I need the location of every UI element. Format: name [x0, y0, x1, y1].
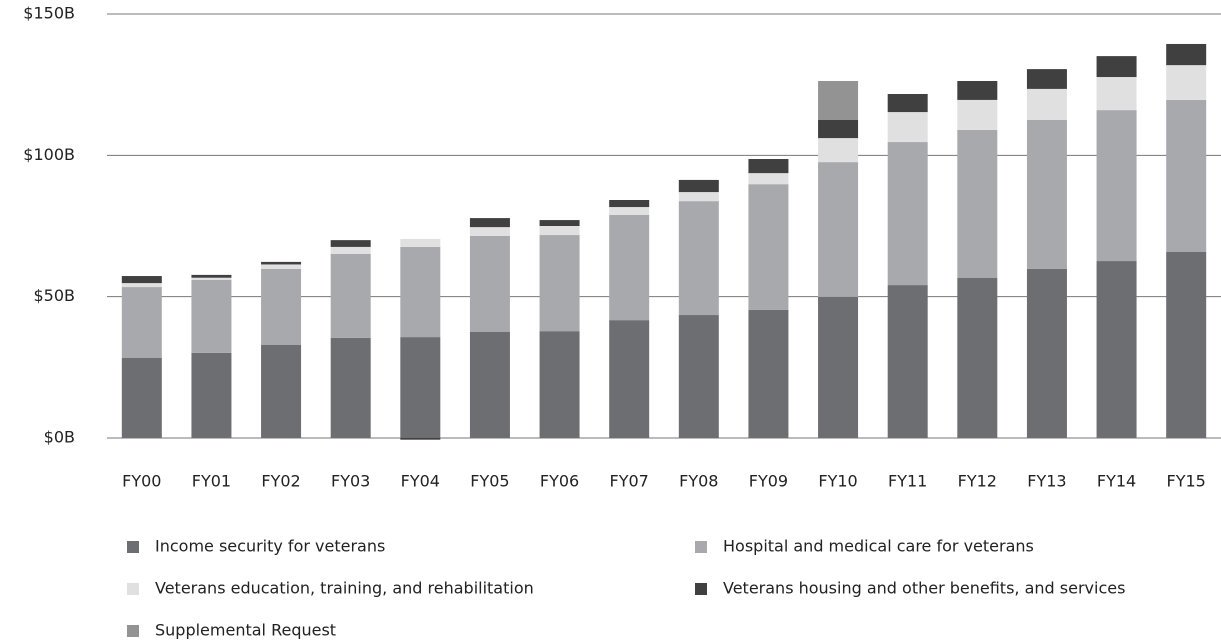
bar-segment [1026, 120, 1067, 269]
bar-segment [261, 261, 302, 265]
legend-label: Hospital and medical care for veterans [723, 537, 1034, 556]
legend-label: Supplemental Request [155, 621, 336, 640]
bar-segment [261, 264, 302, 269]
bar-segment [748, 309, 789, 438]
bar-segment [121, 276, 162, 284]
bar-segment [887, 93, 928, 113]
x-tick-label: FY04 [401, 472, 440, 491]
x-tick-label: FY01 [192, 472, 231, 491]
bar-segment [609, 199, 650, 208]
bar-segment [330, 246, 371, 254]
x-tick-label: FY09 [749, 472, 788, 491]
x-tick-label: FY13 [1027, 472, 1066, 491]
x-tick-label: FY02 [261, 472, 300, 491]
bar-segment [887, 285, 928, 438]
x-tick-label: FY11 [888, 472, 927, 491]
bar-segment [469, 332, 510, 438]
bar-segment [609, 207, 650, 215]
bar-segment [1096, 56, 1137, 78]
bar-segment [818, 162, 859, 297]
bar-segment [539, 331, 580, 438]
bar-segment [1026, 268, 1067, 438]
bar-segment [678, 192, 719, 202]
bar-segment [1096, 77, 1137, 111]
bar-segment [330, 240, 371, 247]
x-tick-label: FY08 [679, 472, 718, 491]
y-tick-label: $100B [23, 145, 75, 164]
bar-segment [400, 438, 441, 440]
x-tick-label: FY00 [122, 472, 161, 491]
legend-swatch [695, 541, 707, 553]
bar-segment [191, 274, 232, 278]
x-tick-label: FY03 [331, 472, 370, 491]
x-tick-label: FY06 [540, 472, 579, 491]
bar-segment [469, 218, 510, 228]
bar-segment [748, 173, 789, 185]
x-tick-label: FY05 [470, 472, 509, 491]
bar-segment [748, 159, 789, 174]
bar-segment [957, 278, 998, 438]
bar-segment [1166, 99, 1207, 253]
bar-segment [539, 220, 580, 226]
bar-segment [539, 235, 580, 332]
bar-segment [469, 235, 510, 332]
bar-segment [1166, 252, 1207, 438]
bar-segment [539, 226, 580, 236]
bar-segment [121, 283, 162, 288]
legend-swatch [127, 583, 139, 595]
bar-segment [400, 246, 441, 338]
bar-segment [121, 358, 162, 438]
legend-label: Veterans education, training, and rehabi… [155, 579, 534, 598]
bar-segment [400, 239, 441, 247]
bar-segment [609, 214, 650, 321]
bar-segment [261, 268, 302, 346]
bar-segment [191, 279, 232, 353]
bar-segment [818, 120, 859, 139]
y-tick-label: $50B [33, 286, 75, 305]
legend-swatch [695, 583, 707, 595]
bar-segment [121, 287, 162, 359]
bar-segment [957, 99, 998, 130]
bar-segment [748, 184, 789, 310]
bar-segment [887, 112, 928, 143]
x-tick-label: FY10 [818, 472, 857, 491]
bar-segment [678, 315, 719, 438]
bar-segment [957, 129, 998, 279]
bar-segment [818, 138, 859, 163]
bar-segment [1026, 88, 1067, 120]
bar-segment [678, 201, 719, 316]
bar-segment [1096, 110, 1137, 262]
bar-segment [887, 142, 928, 286]
bar-segment [957, 80, 998, 100]
bar-segment [191, 277, 232, 280]
bar-segment [678, 179, 719, 193]
bar-segment [261, 345, 302, 438]
bar-segment [609, 320, 650, 438]
bar-segment [400, 337, 441, 438]
bar-segment [191, 352, 232, 438]
bar-segment [330, 337, 371, 438]
x-tick-label: FY12 [958, 472, 997, 491]
x-tick-label: FY14 [1097, 472, 1136, 491]
x-tick-label: FY07 [610, 472, 649, 491]
bar-segment [1096, 261, 1137, 438]
legend-swatch [127, 541, 139, 553]
bar-segment [1166, 65, 1207, 100]
bar-segment [330, 253, 371, 338]
legend-label: Income security for veterans [155, 537, 385, 556]
bar-segment [818, 296, 859, 438]
x-tick-label: FY15 [1167, 472, 1206, 491]
bar-segment [469, 227, 510, 236]
bar-segment [818, 80, 859, 120]
bar-segment [1166, 43, 1207, 66]
bar-segment [1026, 69, 1067, 89]
legend-label: Veterans housing and other benefits, and… [723, 579, 1125, 598]
y-tick-label: $150B [23, 4, 75, 23]
y-tick-label: $0B [44, 428, 75, 447]
legend-swatch [127, 625, 139, 637]
